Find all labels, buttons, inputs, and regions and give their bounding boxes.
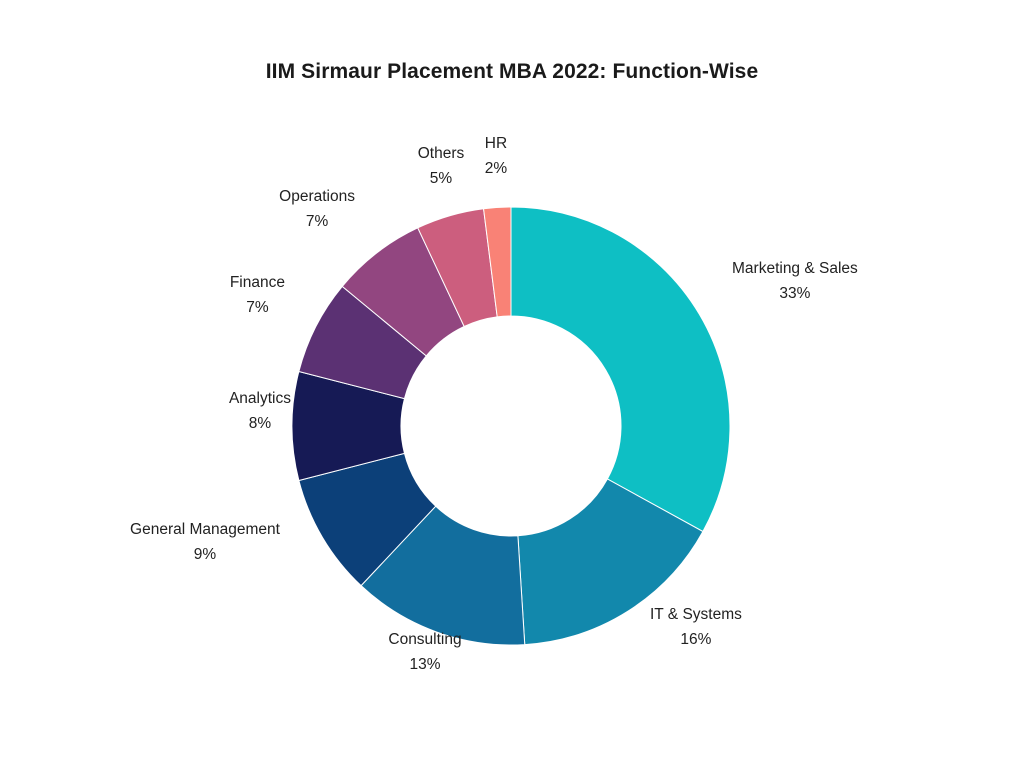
slice-label-name: HR [484,135,508,153]
slice-label: Operations 7% [279,185,355,235]
slice-label-value: 8% [248,415,272,432]
slice-label: IT & Systems 16% [650,603,742,653]
donut-slice[interactable] [482,206,512,318]
slice-label: General Management 9% [130,518,280,568]
slice-label-value: 13% [409,656,441,673]
slice-label-name: IT & Systems [650,606,742,624]
slice-label-name: Others [417,145,465,163]
donut-slices-group [291,206,731,646]
slice-label-name: Consulting [388,631,462,649]
slice-label-name: Finance [229,274,285,292]
slice-label-value: 16% [680,631,712,648]
chart-title: IIM Sirmaur Placement MBA 2022: Function… [265,60,759,83]
slice-label-value: 33% [779,285,811,302]
slice-label-value: 7% [246,299,269,316]
slice-label-value: 2% [484,160,508,177]
slice-label: HR 2% [485,132,507,182]
slice-label-value: 9% [193,546,217,563]
slice-label-name: Analytics [228,390,291,408]
slice-label: Finance 7% [230,271,285,321]
slice-label: Others 5% [418,142,465,192]
slice-label: Marketing & Sales 33% [732,257,858,307]
slice-label-name: Marketing & Sales [732,260,858,278]
donut-slice[interactable] [517,478,704,646]
slice-label-name: General Management [130,521,280,539]
slice-label-value: 7% [305,213,329,230]
donut-slice[interactable] [510,206,731,533]
slice-label-name: Operations [279,188,355,206]
slice-label: Analytics 8% [229,387,291,437]
slice-label-value: 5% [429,170,453,187]
slice-label: Consulting 13% [388,628,461,678]
